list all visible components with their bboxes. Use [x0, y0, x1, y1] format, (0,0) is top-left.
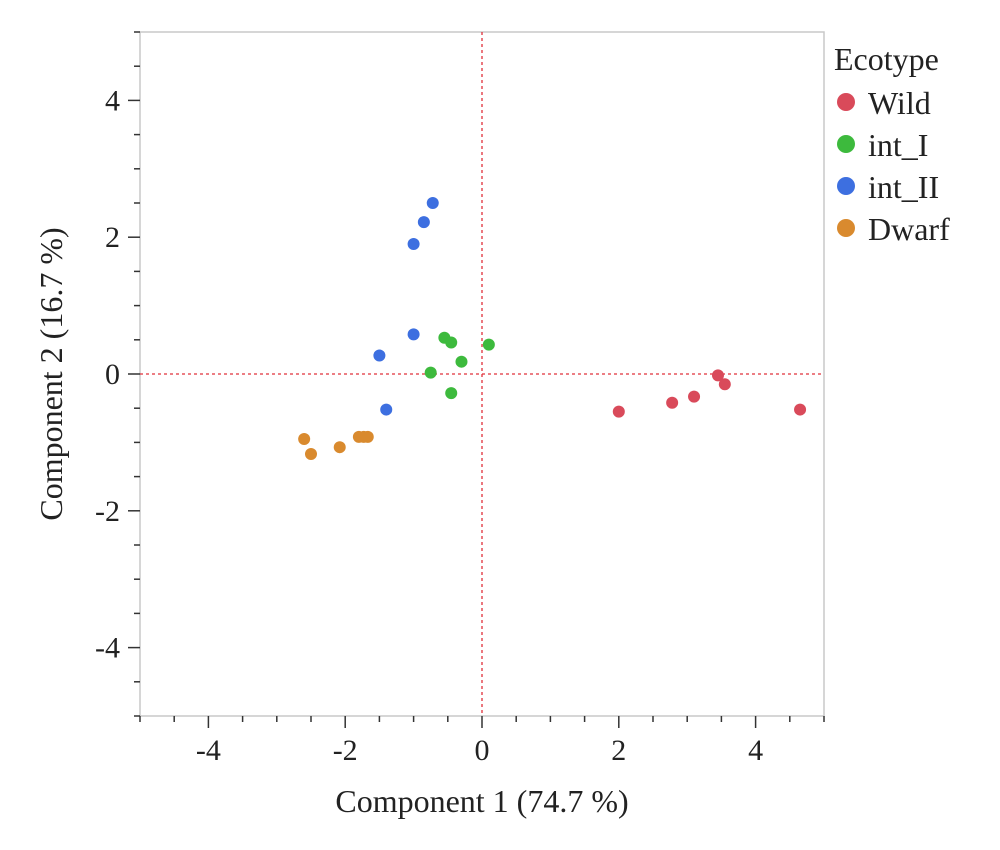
data-point-wild	[666, 396, 679, 409]
legend: Ecotype Wild int_I int_II Dwarf	[834, 41, 950, 247]
legend-label: int_II	[868, 169, 939, 205]
data-point-int-ii	[407, 238, 420, 251]
data-point-int-ii	[373, 349, 386, 362]
data-point-int-ii	[407, 328, 420, 341]
legend-title: Ecotype	[834, 41, 939, 77]
legend-marker	[837, 219, 855, 237]
data-points	[298, 197, 807, 461]
data-point-dwarf	[333, 441, 346, 454]
y-tick-label: -2	[95, 495, 120, 528]
legend-marker	[837, 135, 855, 153]
data-point-dwarf	[361, 430, 374, 443]
x-tick-label: 0	[475, 734, 490, 767]
y-tick-label: 2	[105, 221, 120, 254]
data-point-wild	[688, 390, 701, 403]
y-tick-label: 0	[105, 358, 120, 391]
data-point-int-i	[482, 338, 495, 351]
x-axis-ticks: -4 -2 0 2 4	[139, 716, 825, 767]
x-axis-title: Component 1 (74.7 %)	[335, 783, 628, 819]
x-tick-label: 2	[611, 734, 626, 767]
data-point-int-ii	[380, 403, 393, 416]
data-point-int-ii	[426, 197, 439, 209]
legend-label: Wild	[868, 85, 931, 121]
data-point-int-i	[455, 355, 468, 368]
y-axis-title: Component 2 (16.7 %)	[33, 227, 69, 520]
legend-marker	[837, 93, 855, 111]
legend-marker	[837, 177, 855, 195]
data-point-int-i	[445, 387, 458, 400]
y-tick-label: 4	[105, 84, 120, 117]
x-tick-label: -4	[196, 734, 221, 767]
x-tick-label: 4	[748, 734, 763, 767]
y-tick-label: -4	[95, 632, 120, 665]
data-point-int-i	[445, 336, 458, 349]
legend-label: Dwarf	[868, 211, 950, 247]
x-tick-label: -2	[333, 734, 358, 767]
legend-label: int_I	[868, 127, 928, 163]
data-point-wild	[718, 378, 731, 391]
data-point-wild	[711, 369, 724, 382]
data-point-int-i	[424, 366, 437, 379]
data-point-int-ii	[417, 216, 430, 229]
data-point-dwarf	[305, 448, 317, 461]
y-axis-ticks: -4 -2 0 2 4	[95, 31, 140, 717]
data-point-wild	[794, 403, 807, 416]
data-point-wild	[612, 405, 625, 418]
data-point-dwarf	[298, 432, 311, 445]
